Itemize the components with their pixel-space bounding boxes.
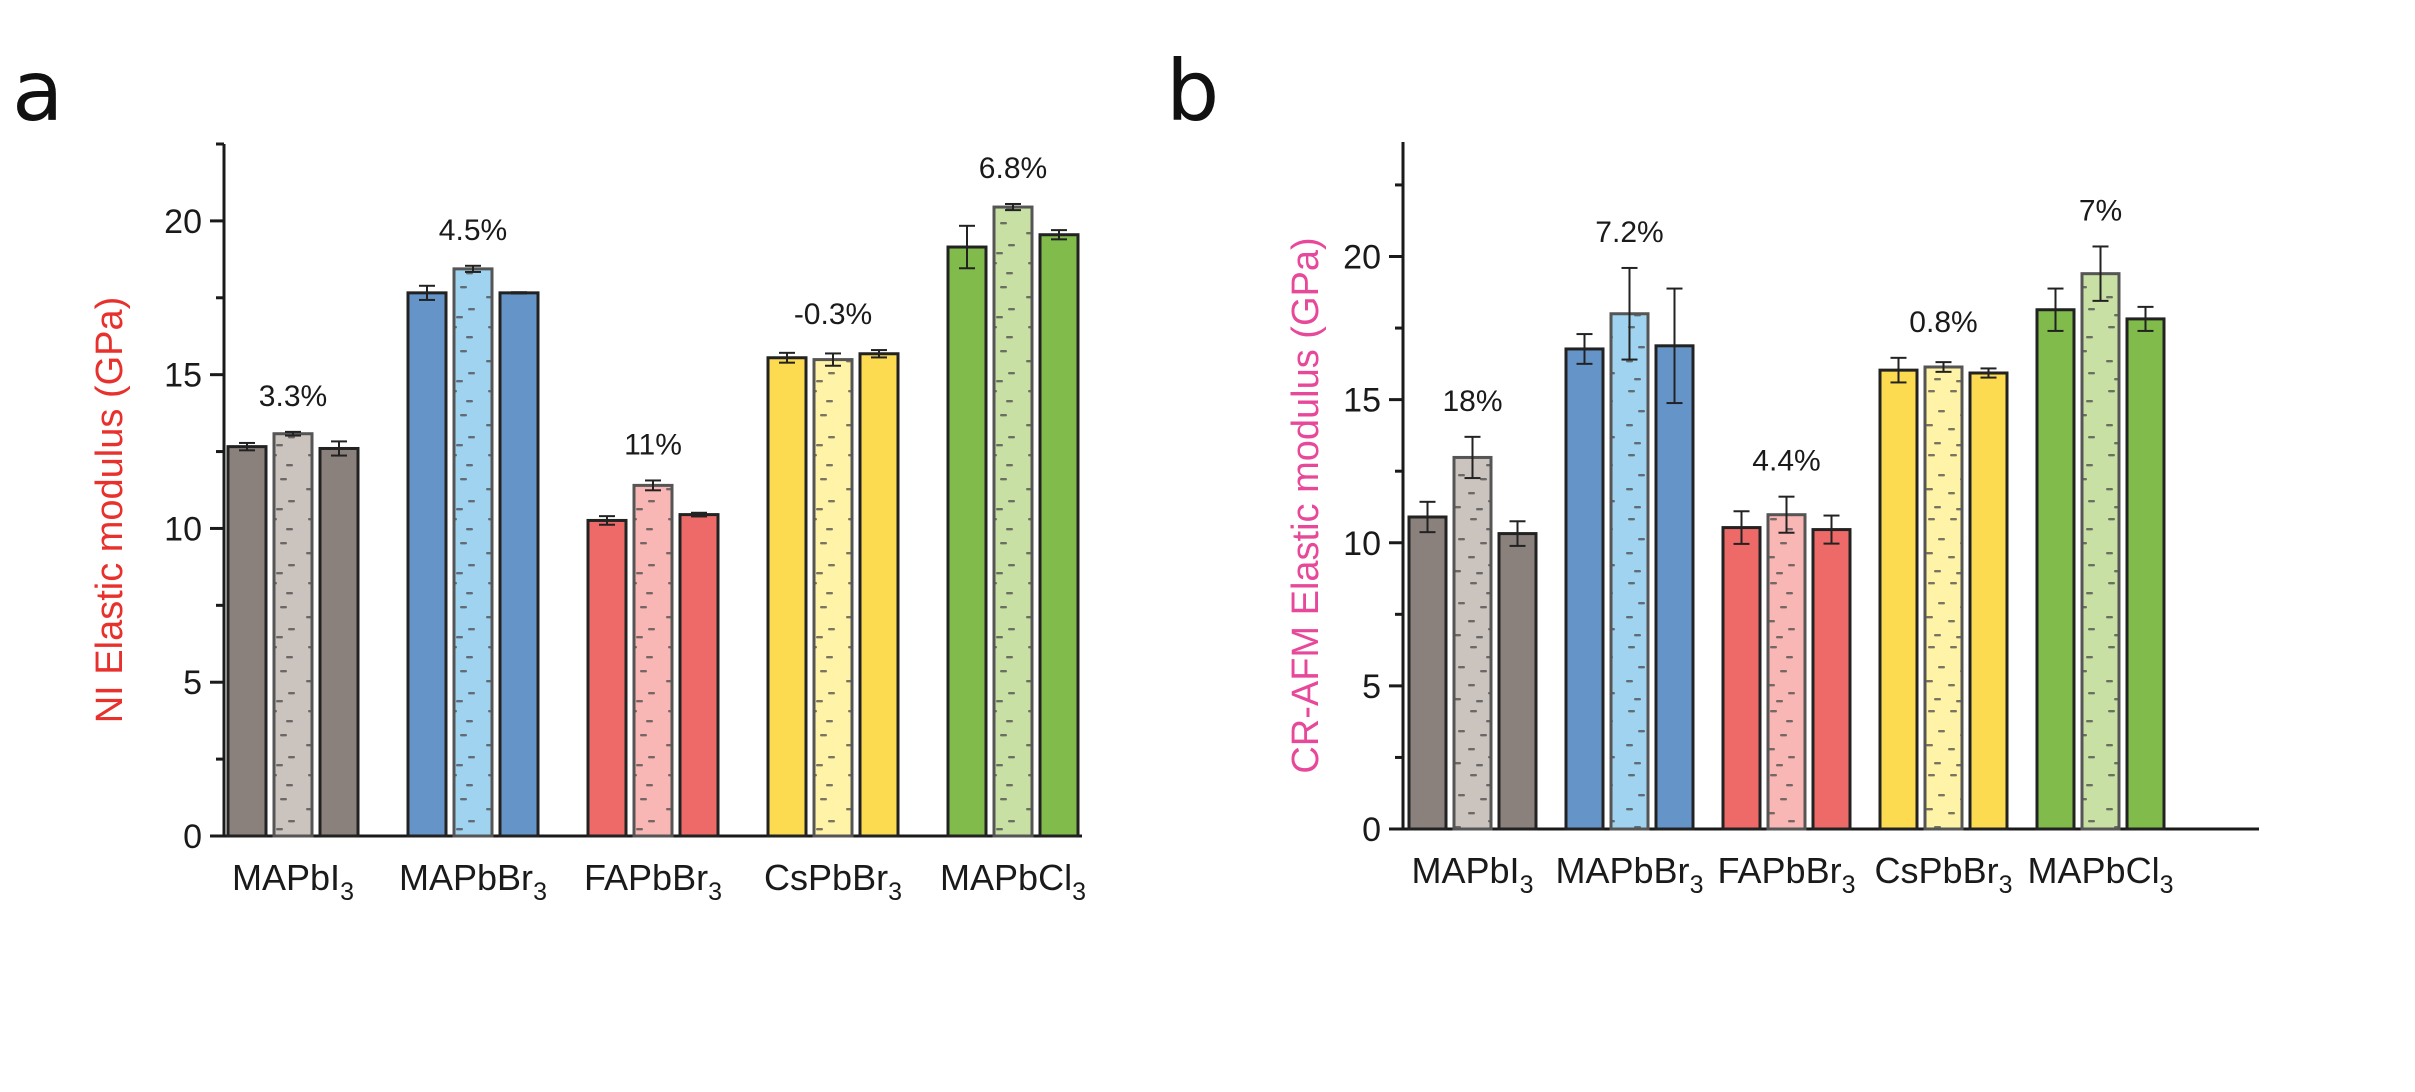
x-tick-label: MAPbI3 bbox=[232, 857, 354, 906]
bar-sample-3 bbox=[858, 352, 900, 838]
panel-label-b: b bbox=[1166, 42, 1219, 140]
percent-change-label: 18% bbox=[1442, 385, 1502, 418]
bar-sample-3 bbox=[1811, 528, 1852, 831]
bar-sample-2 bbox=[2080, 272, 2121, 831]
bar-group-mapbi3: 18% MAPbI3 bbox=[1407, 385, 1538, 899]
bar-group-mapbbr3: 4.5% MAPbBr3 bbox=[399, 214, 547, 906]
bar-sample-1 bbox=[2035, 308, 2076, 831]
bar-sample-1 bbox=[1878, 368, 1919, 831]
bar-group-fapbbr3: 11% FAPbBr3 bbox=[584, 428, 722, 906]
bar-group-cspbbr3: 0.8% CsPbBr3 bbox=[1875, 306, 2013, 899]
x-tick-label: MAPbCl3 bbox=[2028, 850, 2174, 899]
chart-b-cr-afm: 0 5 10 15 20 CR-AFM Elastic modulus (GPa) 18% M… bbox=[1285, 142, 2259, 899]
y-tick-label: 15 bbox=[1343, 382, 1381, 420]
y-tick-label: 15 bbox=[164, 357, 202, 395]
y-tick-label: 20 bbox=[1343, 239, 1381, 277]
bar-sample-1 bbox=[586, 518, 628, 838]
bar-sample-2 bbox=[632, 483, 674, 838]
y-tick-label: 0 bbox=[1362, 811, 1381, 849]
y-axis-title: NI Elastic modulus (GPa) bbox=[89, 297, 131, 724]
percent-change-label: 3.3% bbox=[259, 380, 327, 413]
bar-sample-2 bbox=[452, 267, 494, 838]
percent-change-label: 7.2% bbox=[1595, 216, 1663, 249]
x-tick-label: CsPbBr3 bbox=[1875, 850, 2013, 899]
y-tick-label: 20 bbox=[164, 203, 202, 241]
bar-group-fapbbr3: 4.4% FAPbBr3 bbox=[1718, 445, 1856, 899]
bar-sample-2 bbox=[1609, 312, 1650, 831]
bar-group-mapbi3: 3.3% MAPbI3 bbox=[226, 380, 360, 906]
chart-a-nanoindentation: 0 5 10 15 20 NI Elastic modulus (GPa) 3.3% MAPb… bbox=[89, 142, 1086, 906]
bar-sample-3 bbox=[1038, 233, 1080, 838]
y-tick-label: 5 bbox=[183, 664, 202, 702]
bar-sample-3 bbox=[1968, 371, 2009, 831]
percent-change-label: 11% bbox=[624, 428, 682, 461]
percent-change-label: 6.8% bbox=[979, 152, 1047, 185]
bar-sample-1 bbox=[1564, 347, 1605, 831]
bar-sample-2 bbox=[1923, 365, 1964, 831]
x-tick-label: MAPbBr3 bbox=[399, 857, 547, 906]
bar-sample-1 bbox=[946, 245, 988, 838]
x-tick-label: CsPbBr3 bbox=[764, 857, 902, 906]
x-tick-label: FAPbBr3 bbox=[1718, 850, 1856, 899]
bar-sample-1 bbox=[226, 445, 268, 838]
percent-change-label: -0.3% bbox=[794, 298, 872, 331]
y-tick-label: 0 bbox=[183, 818, 202, 856]
bar-sample-2 bbox=[272, 432, 314, 838]
y-tick-label: 5 bbox=[1362, 668, 1381, 706]
bar-group-cspbbr3: -0.3% CsPbBr3 bbox=[764, 298, 902, 906]
x-tick-label: MAPbCl3 bbox=[940, 857, 1086, 906]
y-tick-label: 10 bbox=[1343, 525, 1381, 563]
bar-sample-3 bbox=[2125, 317, 2166, 831]
bar-sample-3 bbox=[678, 513, 720, 838]
bar-sample-3 bbox=[498, 291, 540, 838]
bar-sample-2 bbox=[992, 205, 1034, 838]
percent-change-label: 4.4% bbox=[1752, 445, 1820, 478]
bar-sample-1 bbox=[1407, 515, 1448, 831]
y-axis-title: CR-AFM Elastic modulus (GPa) bbox=[1285, 237, 1327, 773]
bar-group-mapbcl3: 7% MAPbCl3 bbox=[2028, 194, 2174, 899]
bar-sample-3 bbox=[1654, 344, 1695, 831]
x-tick-label: MAPbI3 bbox=[1412, 850, 1534, 899]
bar-sample-3 bbox=[318, 446, 360, 838]
bar-sample-1 bbox=[766, 356, 808, 838]
bar-sample-2 bbox=[1452, 455, 1493, 831]
percent-change-label: 7% bbox=[2079, 194, 2122, 227]
bar-sample-2 bbox=[1766, 513, 1807, 831]
x-tick-label: FAPbBr3 bbox=[584, 857, 722, 906]
percent-change-label: 0.8% bbox=[1909, 306, 1977, 339]
percent-change-label: 4.5% bbox=[439, 214, 507, 247]
panel-label-a: a bbox=[12, 42, 63, 140]
y-tick-label: 10 bbox=[164, 510, 202, 548]
x-tick-label: MAPbBr3 bbox=[1556, 850, 1704, 899]
bar-group-mapbbr3: 7.2% MAPbBr3 bbox=[1556, 216, 1704, 899]
bar-sample-1 bbox=[1721, 526, 1762, 831]
bar-sample-2 bbox=[812, 358, 854, 838]
bar-sample-3 bbox=[1497, 532, 1538, 831]
bar-sample-1 bbox=[406, 291, 448, 838]
bar-group-mapbcl3: 6.8% MAPbCl3 bbox=[940, 152, 1086, 906]
